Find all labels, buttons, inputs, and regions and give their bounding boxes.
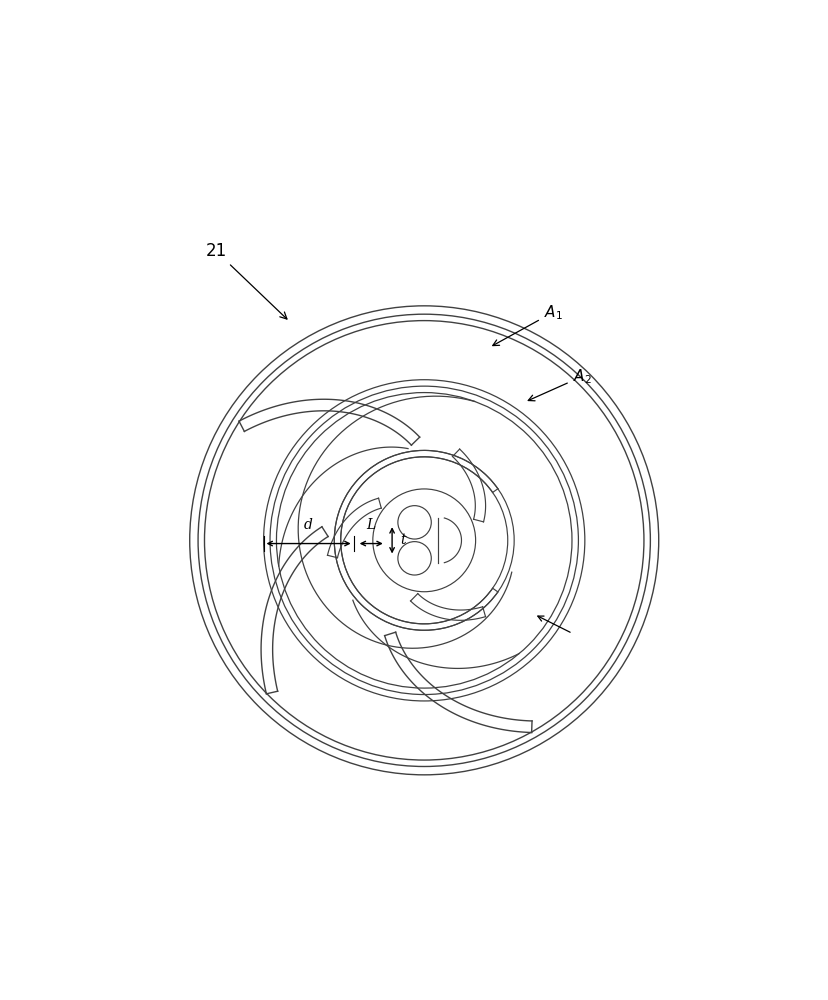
Text: L: L: [366, 518, 375, 532]
Text: t: t: [399, 533, 405, 547]
Text: 21: 21: [205, 242, 286, 319]
Text: d: d: [304, 518, 313, 532]
Text: $A_2$: $A_2$: [527, 367, 591, 401]
Text: $A_1$: $A_1$: [492, 303, 562, 346]
